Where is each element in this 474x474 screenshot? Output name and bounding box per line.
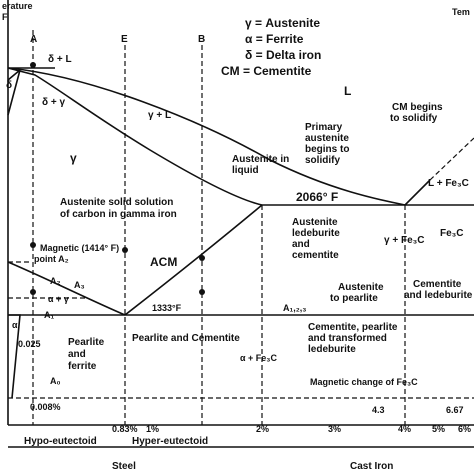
text-line: ledeburite [292,228,340,239]
phase-label: L [344,84,351,98]
phase-label: Pearlite and Cementite [132,333,240,344]
phase-label: A₂ [50,276,61,286]
phase-label: δ [6,80,12,91]
text-line: Pearlite [68,337,105,348]
phase-label: ACM [150,255,177,269]
phase-label: Fe₃C [440,228,464,239]
phase-label: Magnetic change of Fe₃C [310,377,418,387]
text-line: to pearlite [330,293,378,304]
phase-label: Austenite to pearlite [330,282,384,304]
phase-label: A₃ [74,280,85,290]
phase-label: Austenite in liquid [232,154,289,176]
text-line: Austenite [338,282,384,293]
text-line: Cementite, pearlite [308,322,398,333]
phase-label: Cementite, pearlite and transformed ledebu… [308,322,398,355]
text-line: Austenite [292,217,338,228]
x-label: 2% [256,424,269,434]
text-line: and [68,349,86,360]
phase-label: A₁,₂,₃ [283,303,306,313]
phase-label: 1333°F [152,303,182,313]
phase-label: CM begins to solidify [390,102,443,124]
phase-label: 6.67 [446,405,464,415]
phase-label: Pearlite and ferrite [68,337,105,372]
marker: B [198,34,205,45]
text-line: liquid [232,165,259,176]
text-line: Cementite [413,279,462,290]
phase-label: 2066° F [296,190,338,204]
legend-entry: CM = Cementite [221,64,312,78]
text-line: Austenite solid solution [60,197,173,208]
group-label: Steel [112,461,136,472]
text-line: ferrite [68,361,97,372]
text-line: Magnetic (1414° F) [40,243,119,253]
text-line: of carbon in gamma iron [60,209,177,220]
text-line: Primary [305,122,343,133]
phase-label: δ + L [48,54,72,65]
axis-title-right: Tem [452,7,470,17]
axis-title: erature [2,1,33,11]
x-label: 6% [458,424,471,434]
axis-unit: F [2,12,8,22]
phase-label: L + Fe₃C [428,178,469,189]
text-line: CM begins [392,102,443,113]
phase-label: Primary austenite begins to solidify [305,122,349,166]
phase-label: Magnetic (1414° F) point A₂ [34,243,119,264]
text-line: and transformed [308,333,387,344]
phase-label: α + Fe₃C [240,353,277,363]
text-line: austenite [305,133,349,144]
phase-label: A₁ [44,310,54,320]
text-line: cementite [292,250,339,261]
text-line: to solidify [390,113,438,124]
phase-label: δ + γ [42,97,65,108]
phase-label: Austenite solid solution of carbon in gam… [60,197,177,220]
phase-lines [7,0,474,448]
legend-entry: δ = Delta iron [245,48,321,62]
phase-label: α [12,320,18,330]
marker: A [30,34,37,45]
text-line: solidify [305,155,340,166]
text-line: ledeburite [308,344,356,355]
phase-label: γ + L [148,110,171,121]
text-line: and [292,239,310,250]
text-line: begins to [305,144,349,155]
range-label: Hypo-eutectoid [24,436,97,447]
group-label: Cast Iron [350,461,393,472]
phase-label: α + γ [48,294,69,304]
range-label: Hyper-eutectoid [132,436,208,447]
x-label: 0.83% [112,424,138,434]
phase-label: 0.025 [18,339,41,349]
phase-label: γ [70,151,77,165]
phase-label: 4.3 [372,405,385,415]
x-label: 4% [398,424,411,434]
text-line: point A₂ [34,254,69,264]
phase-label: Cementite and ledeburite [404,279,473,301]
text-line: and ledeburite [404,290,473,301]
x-label: 5% [432,424,445,434]
x-label: 3% [328,424,341,434]
legend-entry: α = Ferrite [245,32,304,46]
legend-entry: γ = Austenite [245,16,320,30]
x-label: 1% [146,424,159,434]
phase-label: A₀ [50,376,61,386]
phase-label: γ + Fe₃C [384,235,424,246]
text-line: Austenite in [232,154,289,165]
phase-label: Austenite ledeburite and cementite [292,217,340,261]
phase-label: 0.008% [30,402,61,412]
marker: E [121,34,128,45]
